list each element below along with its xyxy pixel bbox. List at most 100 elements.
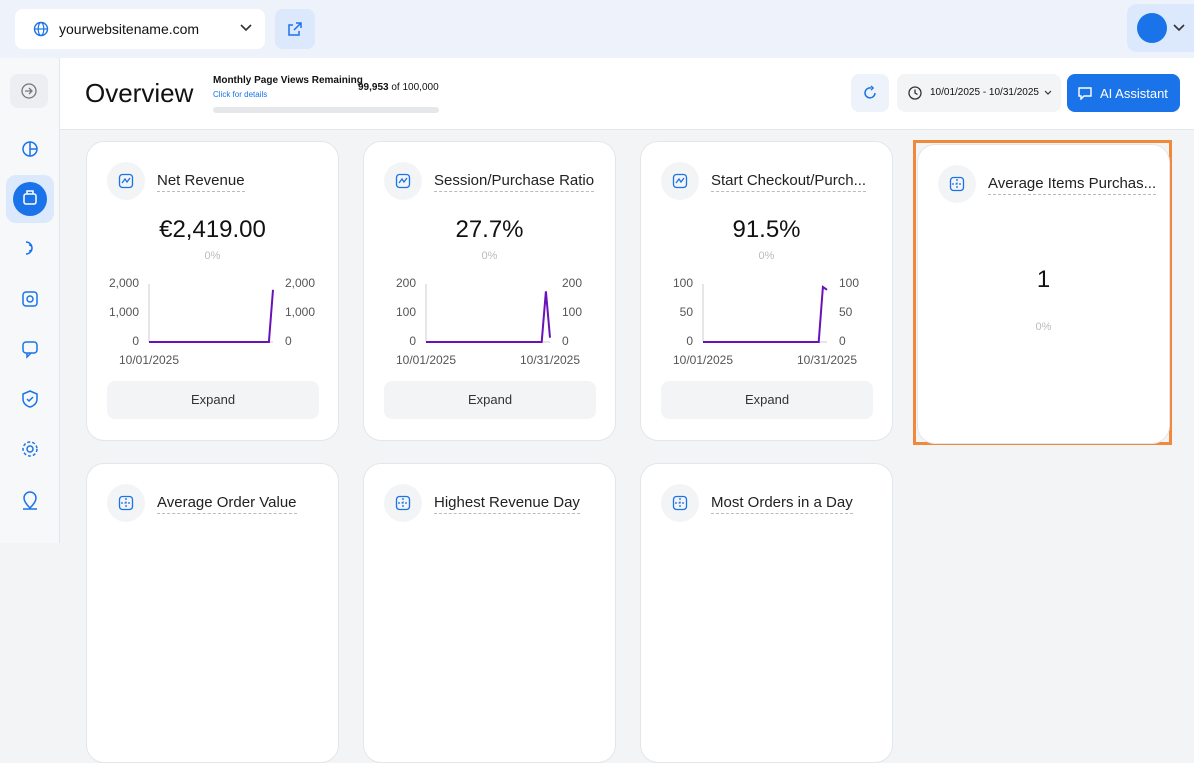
- sidebar: [0, 58, 60, 543]
- card-title[interactable]: Net Revenue: [157, 172, 245, 192]
- icon-shape: [398, 498, 408, 508]
- top-bar: yourwebsitename.com: [0, 0, 1194, 58]
- y-tick-label: 2,000: [109, 276, 139, 290]
- icon-glyph: [118, 173, 134, 189]
- quota-link[interactable]: Click for details: [213, 90, 268, 99]
- line-series: [426, 291, 551, 343]
- card-change: 0%: [481, 250, 498, 262]
- chevron: [1044, 90, 1052, 95]
- metric-card: Average Order Value: [86, 463, 339, 763]
- y-tick-label: 0: [132, 334, 139, 348]
- metric-card: Most Orders in a Day: [640, 463, 893, 763]
- card-icon: [107, 162, 145, 200]
- y-tick-label: 100: [673, 276, 693, 290]
- avatar: [1137, 13, 1167, 43]
- chart: 0 100 200 0 100 200 10/01/2025 10/31/2025: [396, 276, 582, 367]
- icon-shape: [672, 173, 688, 189]
- card-change: 0%: [758, 250, 775, 262]
- card-value: 91.5%: [732, 216, 801, 243]
- collapse-button[interactable]: [10, 74, 48, 108]
- card-icon: [384, 484, 422, 522]
- card-title[interactable]: Most Orders in a Day: [711, 494, 853, 514]
- line-series: [703, 285, 828, 343]
- card-title[interactable]: Highest Revenue Day: [434, 494, 580, 514]
- y2-tick-label: 100: [562, 305, 582, 319]
- card-title[interactable]: Average Items Purchas...: [988, 175, 1157, 195]
- card-icon: [107, 484, 145, 522]
- x-tick-label: 10/01/2025: [119, 353, 179, 367]
- refresh-button[interactable]: [851, 74, 889, 112]
- expand-button[interactable]: Expand: [384, 381, 596, 419]
- icon-shape: [672, 495, 688, 511]
- expand-button[interactable]: Expand: [107, 381, 319, 419]
- globe-icon: [33, 21, 49, 37]
- open-site-button[interactable]: [275, 9, 315, 49]
- card-icon: [938, 165, 976, 203]
- card-icon: [661, 484, 699, 522]
- refresh-icon: [864, 85, 876, 99]
- card-title[interactable]: Average Order Value: [157, 494, 297, 514]
- icon-glyph: [395, 495, 411, 511]
- expand-button[interactable]: Expand: [661, 381, 873, 419]
- card-title[interactable]: Start Checkout/Purch...: [711, 172, 867, 192]
- y-tick-label: 100: [396, 305, 416, 319]
- icon-shape: [121, 177, 131, 184]
- quota-total: of 100,000: [391, 82, 439, 93]
- icon-shape: [395, 173, 411, 189]
- icon-glyph: [118, 495, 134, 511]
- card-icon: [661, 162, 699, 200]
- icon-glyph: [672, 173, 688, 189]
- header: Overview Monthly Page Views Remaining Cl…: [60, 58, 1194, 130]
- active-nav-circle: [13, 182, 47, 216]
- card-value: €2,419.00: [159, 216, 266, 243]
- metric-card: Average Items Purchas... 1 0%: [917, 144, 1170, 444]
- date-range: 10/01/2025 - 10/31/2025: [930, 87, 1039, 98]
- card-value: 1: [1036, 266, 1051, 293]
- x-tick-label: 10/31/2025: [797, 353, 857, 367]
- y-tick-label: 0: [686, 334, 693, 348]
- icon: [21, 83, 37, 99]
- chat-icon: [1078, 87, 1092, 100]
- icon-glyph: [949, 176, 965, 192]
- card-title[interactable]: Session/Purchase Ratio: [434, 172, 595, 192]
- icon-shape: [395, 495, 411, 511]
- metric-card: Session/Purchase Ratio 27.7% 0% 0 100 200 0 100…: [363, 141, 616, 441]
- card-change: 0%: [1035, 321, 1052, 333]
- quota-count: 99,953 of 100,000: [358, 82, 439, 93]
- x-tick-label: 10/31/2025: [520, 353, 580, 367]
- icon-shape: [952, 179, 962, 189]
- icon-shape: [675, 177, 685, 184]
- y2-tick-label: 50: [839, 305, 853, 319]
- card-change: 0%: [204, 250, 221, 262]
- y-tick-label: 200: [396, 276, 416, 290]
- icon-glyph: [672, 495, 688, 511]
- active-nav[interactable]: [6, 175, 54, 223]
- metric-card: Start Checkout/Purch... 91.5% 0% 0 50 100 0 50 1…: [640, 141, 893, 441]
- external-icon: [288, 22, 302, 36]
- account-menu[interactable]: [1127, 4, 1194, 52]
- y2-tick-label: 200: [562, 276, 582, 290]
- y2-tick-label: 1,000: [285, 305, 315, 319]
- icon-shape: [949, 176, 965, 192]
- icon-shape: [121, 498, 131, 508]
- chart: 0 50 100 0 50 100 10/01/2025 10/31/2025: [673, 276, 859, 367]
- metric-card: Net Revenue €2,419.00 0% 0 1,000 2,000 0 1,000 2…: [86, 141, 339, 441]
- nav-icons: [22, 141, 38, 510]
- site-name: yourwebsitename.com: [59, 21, 200, 37]
- page-title: Overview: [85, 78, 194, 108]
- y2-tick-label: 2,000: [285, 276, 315, 290]
- x-tick-label: 10/01/2025: [673, 353, 733, 367]
- date-picker[interactable]: 10/01/2025 - 10/31/2025: [897, 74, 1061, 112]
- y-tick-label: 50: [680, 305, 694, 319]
- ai-assistant-button[interactable]: AI Assistant: [1067, 74, 1180, 112]
- site-selector[interactable]: yourwebsitename.com: [15, 9, 265, 49]
- ai-assistant-label: AI Assistant: [1100, 86, 1168, 101]
- icon-shape: [398, 177, 408, 184]
- quota-used: 99,953: [358, 82, 389, 93]
- quota-label: Monthly Page Views Remaining: [213, 75, 363, 86]
- x-tick-label: 10/01/2025: [396, 353, 456, 367]
- icon-glyph: [395, 173, 411, 189]
- card-icon: [384, 162, 422, 200]
- chevron: [1173, 24, 1185, 32]
